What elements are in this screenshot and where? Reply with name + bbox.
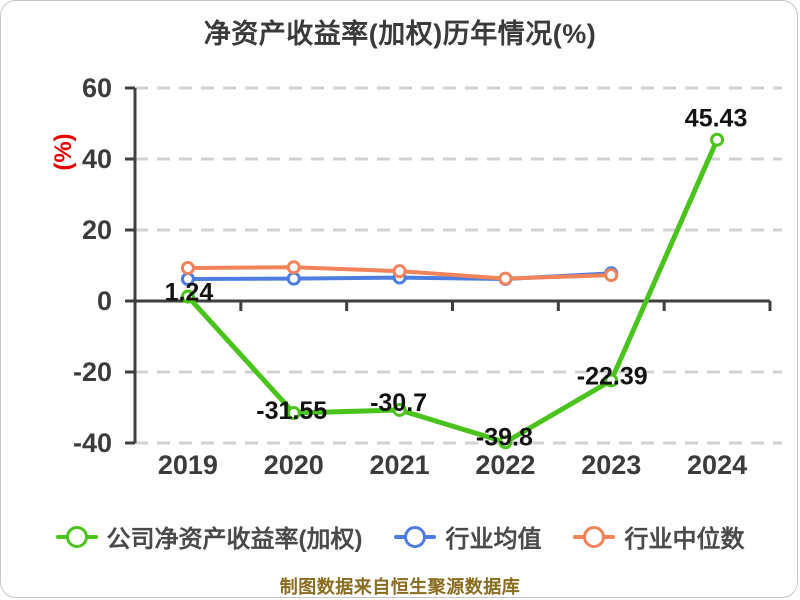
y-axis-unit-label: (%) — [50, 133, 77, 170]
value-label: -31.55 — [256, 397, 327, 425]
x-tick-label: 2020 — [264, 450, 324, 480]
data-point-2-2022 — [498, 435, 513, 450]
data-point-1-2021 — [392, 264, 407, 279]
y-tick-label: 60 — [82, 73, 112, 103]
industry-median-legend-icon — [573, 525, 616, 549]
legend-item-industry-average[interactable]: 行业均值 — [394, 519, 541, 554]
data-point-1-2020 — [286, 260, 301, 275]
y-tick-label: -20 — [73, 357, 112, 387]
data-point-1-2019 — [180, 260, 195, 275]
industry-average-legend-icon — [394, 525, 437, 549]
data-point-2-2023 — [604, 373, 619, 388]
chart-title: 净资产收益率(加权)历年情况(%) — [203, 19, 597, 49]
series-line-2 — [185, 137, 720, 445]
data-point-1-2022 — [498, 271, 513, 286]
x-tick-label: 2021 — [370, 450, 430, 480]
chart-legend: 公司净资产收益率(加权) 行业均值 行业中位数 — [0, 519, 800, 554]
data-point-2-2024 — [710, 132, 725, 147]
legend-label-industry-average: 行业均值 — [445, 526, 542, 553]
value-label: -39.8 — [476, 423, 533, 451]
y-tick-label: 20 — [82, 215, 112, 245]
data-point-1-2023 — [604, 268, 619, 283]
value-label: -22.39 — [577, 362, 648, 390]
legend-item-company[interactable]: 公司净资产收益率(加权) — [55, 519, 363, 554]
y-tick-label: 40 — [82, 144, 112, 174]
legend-label-company: 公司净资产收益率(加权) — [106, 526, 363, 553]
legend-label-industry-median: 行业中位数 — [624, 526, 745, 553]
data-point-0-2020 — [286, 271, 301, 286]
legend-item-industry-median[interactable]: 行业中位数 — [573, 519, 744, 554]
roe-line-chart: 60 40 20 0 -20 -40 2019 2020 2021 2022 2023 2024 (%)… — [50, 73, 782, 480]
y-tick-label: -40 — [73, 428, 112, 458]
x-tick-label: 2023 — [581, 450, 641, 480]
x-tick-label: 2022 — [475, 450, 535, 480]
data-source-watermark: 制图数据来自恒生聚源数据库 — [279, 577, 521, 597]
y-tick-label: 0 — [97, 286, 112, 316]
value-label: -30.7 — [370, 389, 427, 417]
x-tick-label: 2024 — [687, 450, 747, 480]
value-label: 45.43 — [685, 105, 748, 133]
value-label: 1.24 — [165, 279, 214, 307]
company-series-legend-icon — [55, 525, 98, 549]
data-point-2-2020 — [286, 406, 301, 421]
data-point-2-2019 — [180, 289, 195, 304]
x-tick-label: 2019 — [158, 450, 218, 480]
data-point-2-2021 — [392, 402, 407, 417]
